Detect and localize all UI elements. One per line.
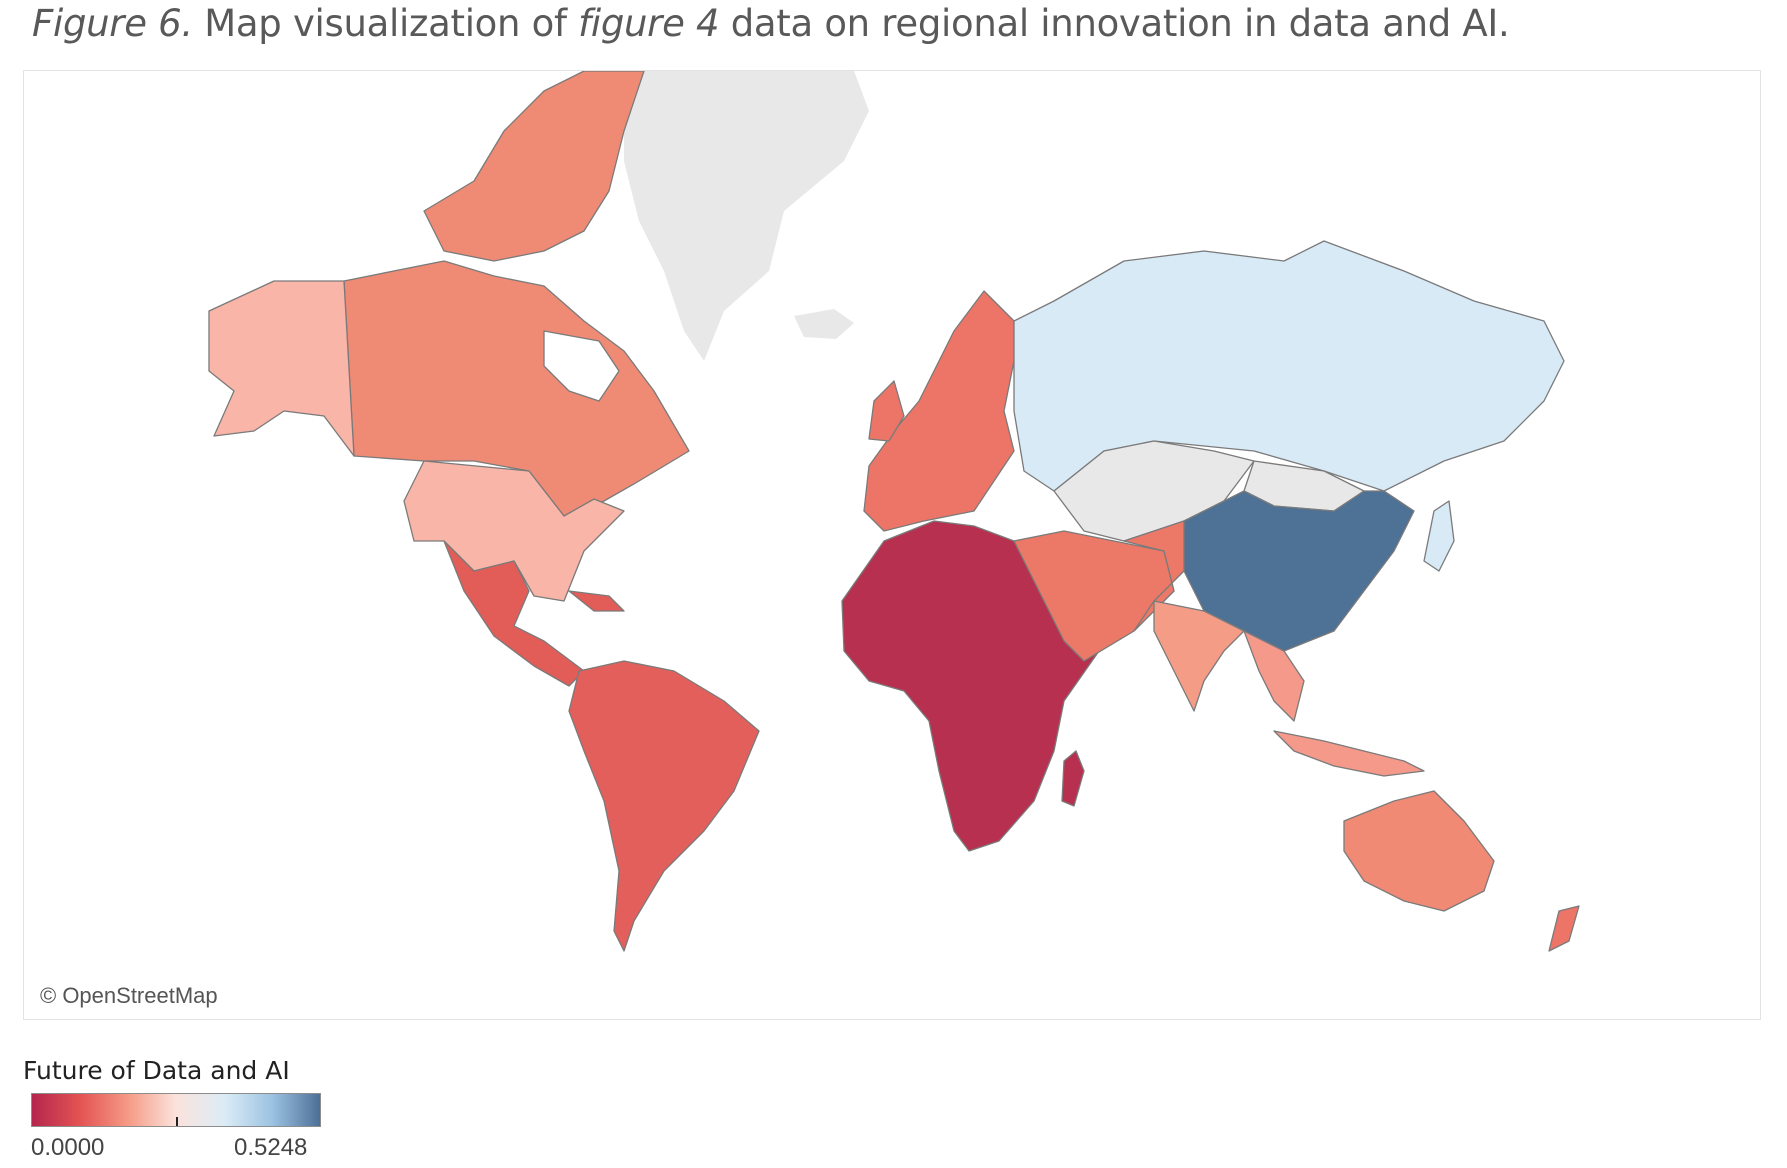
figure-caption: Figure 6. Map visualization of figure 4 … <box>32 2 1510 45</box>
legend-tick-mark <box>176 1117 178 1126</box>
world-map[interactable]: © OpenStreetMap <box>24 71 1760 1019</box>
region-japan[interactable] <box>1423 500 1455 572</box>
region-alaska[interactable] <box>208 280 355 457</box>
region-india[interactable] <box>1153 600 1245 712</box>
region-new-zealand[interactable] <box>1548 905 1580 952</box>
region-madagascar[interactable] <box>1061 750 1085 807</box>
region-united-states[interactable] <box>403 460 625 602</box>
region-indonesia[interactable] <box>1273 730 1425 777</box>
caption-text-1: Map visualization of <box>192 2 579 45</box>
legend-min-label: 0.0000 <box>31 1134 105 1161</box>
region-southeast-asia[interactable] <box>1243 630 1305 722</box>
legend-max-label: 0.5248 <box>234 1134 308 1161</box>
region-south-america[interactable] <box>568 660 760 952</box>
map-canvas[interactable]: © OpenStreetMap <box>23 70 1761 1020</box>
figure-label: Figure 6. <box>32 2 193 45</box>
region-uk[interactable] <box>868 380 905 442</box>
region-europe[interactable] <box>863 290 1015 532</box>
region-caribbean[interactable] <box>568 590 625 612</box>
map-attribution: © OpenStreetMap <box>40 983 218 1008</box>
region-south-central-asia[interactable] <box>1123 520 1185 632</box>
region-central-asia[interactable] <box>1053 440 1255 542</box>
region-australia[interactable] <box>1343 790 1495 912</box>
region-mexico[interactable] <box>443 540 585 687</box>
legend-title: Future of Data and AI <box>23 1056 290 1085</box>
region-russia[interactable] <box>1013 240 1565 492</box>
region-iceland[interactable] <box>794 309 854 339</box>
region-greenland[interactable] <box>624 71 869 361</box>
region-canada[interactable] <box>343 260 690 517</box>
caption-text-2: data on regional innovation in data and … <box>719 2 1510 45</box>
region-canada-arctic[interactable] <box>423 71 645 262</box>
figure-ref: figure 4 <box>578 2 720 45</box>
water-hudson-bay <box>543 330 620 402</box>
